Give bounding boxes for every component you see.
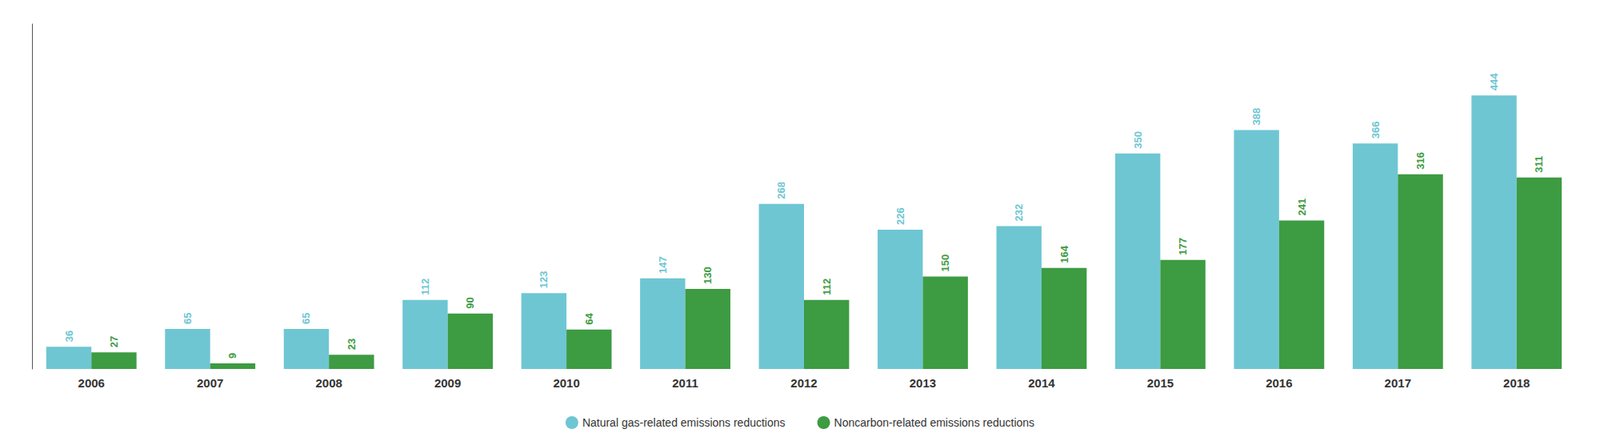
svg-text:2018: 2018 bbox=[1503, 376, 1530, 390]
svg-text:123: 123 bbox=[537, 271, 550, 289]
svg-text:2009: 2009 bbox=[434, 376, 461, 390]
svg-text:130: 130 bbox=[701, 266, 714, 284]
svg-text:316: 316 bbox=[1414, 152, 1427, 170]
svg-text:150: 150 bbox=[939, 254, 952, 272]
svg-text:226: 226 bbox=[894, 207, 907, 225]
svg-text:147: 147 bbox=[656, 256, 669, 274]
svg-text:2011: 2011 bbox=[672, 376, 699, 390]
svg-text:23: 23 bbox=[345, 338, 358, 350]
svg-text:Noncarbon-related emissions re: Noncarbon-related emissions reductions bbox=[834, 416, 1036, 429]
svg-text:112: 112 bbox=[820, 278, 833, 296]
svg-text:177: 177 bbox=[1176, 237, 1189, 256]
svg-text:Natural gas-related emissions: Natural gas-related emissions reductions bbox=[582, 416, 786, 429]
svg-text:2015: 2015 bbox=[1147, 376, 1174, 390]
svg-text:2013: 2013 bbox=[909, 376, 936, 390]
svg-text:366: 366 bbox=[1369, 121, 1382, 140]
svg-text:311: 311 bbox=[1532, 156, 1545, 173]
svg-text:2016: 2016 bbox=[1265, 376, 1292, 390]
svg-text:27: 27 bbox=[108, 336, 120, 348]
svg-text:2017: 2017 bbox=[1384, 376, 1412, 390]
svg-text:36: 36 bbox=[63, 330, 76, 342]
svg-text:2007: 2007 bbox=[196, 376, 224, 390]
svg-text:65: 65 bbox=[300, 312, 312, 324]
svg-text:232: 232 bbox=[1012, 204, 1025, 222]
svg-text:268: 268 bbox=[775, 181, 788, 200]
svg-text:2014: 2014 bbox=[1028, 376, 1056, 390]
svg-text:2010: 2010 bbox=[552, 376, 580, 390]
svg-text:2006: 2006 bbox=[78, 376, 105, 390]
svg-text:388: 388 bbox=[1250, 108, 1263, 126]
svg-text:164: 164 bbox=[1058, 244, 1071, 263]
svg-text:2012: 2012 bbox=[790, 376, 817, 390]
svg-text:2008: 2008 bbox=[315, 376, 342, 390]
svg-text:444: 444 bbox=[1488, 72, 1500, 91]
svg-text:350: 350 bbox=[1132, 131, 1144, 149]
svg-text:241: 241 bbox=[1296, 198, 1308, 216]
svg-text:90: 90 bbox=[464, 296, 476, 308]
svg-text:112: 112 bbox=[419, 278, 432, 296]
svg-text:64: 64 bbox=[583, 312, 596, 325]
svg-text:9: 9 bbox=[226, 352, 239, 359]
svg-text:65: 65 bbox=[181, 312, 194, 324]
